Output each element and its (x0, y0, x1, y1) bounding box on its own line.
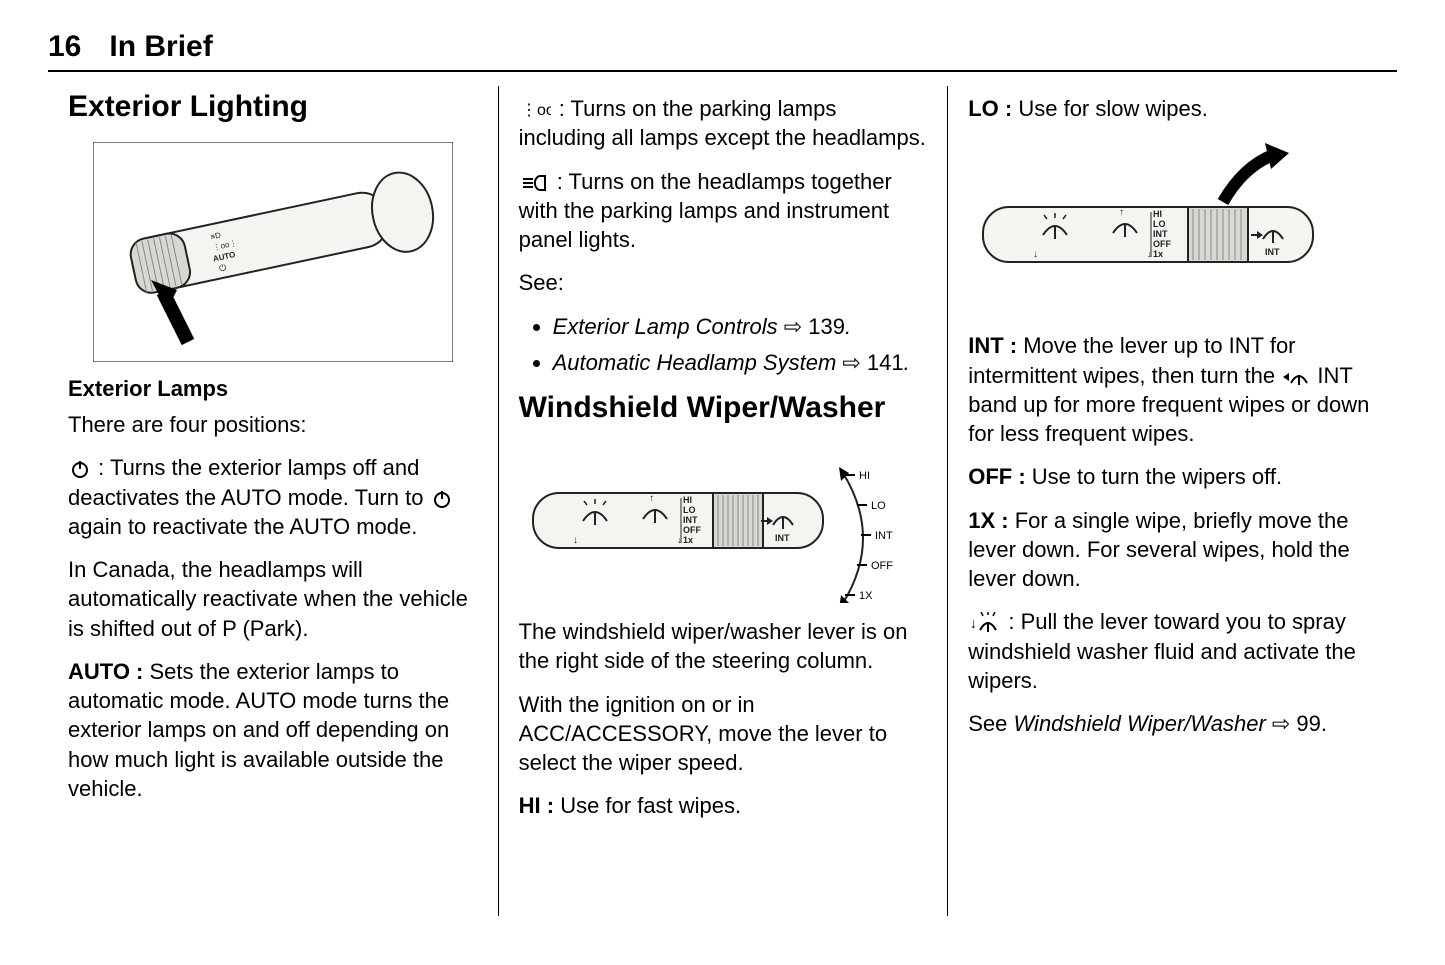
svg-text:↓: ↓ (1033, 249, 1038, 260)
svg-text:⋮oo⋮: ⋮oo⋮ (521, 102, 551, 119)
headlamp-text: : Turns on the headlamps together with t… (519, 167, 928, 255)
column-2: ⋮oo⋮ : Turns on the parking lamps includ… (498, 86, 948, 916)
svg-text:OFF: OFF (1153, 239, 1171, 249)
content-columns: Exterior Lighting (48, 86, 1397, 916)
wiper-lever-figure-full: ↓ ↑ HI LO INT OFF 1x ↓ (519, 443, 928, 603)
int-label: INT : (968, 333, 1017, 358)
column-1: Exterior Lighting (48, 86, 498, 916)
lo-text: LO : Use for slow wipes. (968, 94, 1377, 123)
svg-text:HI: HI (1153, 209, 1162, 219)
off-position-text: : Turns the exterior lamps off and deact… (68, 453, 478, 541)
off-wiper-text: OFF : Use to turn the wipers off. (968, 462, 1377, 491)
svg-text:↓: ↓ (970, 615, 977, 631)
page-number: 16 (48, 30, 81, 64)
svg-text:1X: 1X (859, 590, 873, 602)
positions-intro: There are four positions: (68, 410, 478, 439)
svg-text:HI: HI (859, 470, 870, 482)
svg-text:INT: INT (683, 515, 698, 525)
power-icon (70, 459, 90, 479)
exterior-lighting-heading: Exterior Lighting (68, 90, 478, 124)
svg-text:↓: ↓ (573, 535, 578, 546)
headlamp-icon (521, 173, 549, 193)
svg-text:INT: INT (775, 533, 790, 543)
hi-text: HI : Use for fast wipes. (519, 791, 928, 820)
wiper-lever-full-icon: ↓ ↑ HI LO INT OFF 1x ↓ (523, 443, 923, 603)
auto-mode-text: AUTO : Sets the exterior lamps to automa… (68, 657, 478, 803)
canada-note: In Canada, the headlamps will automatica… (68, 555, 478, 643)
lo-label: LO : (968, 96, 1012, 121)
svg-text:HI: HI (683, 495, 692, 505)
svg-text:1x: 1x (1153, 249, 1163, 259)
wiper-washer-heading: Windshield Wiper/Washer (519, 391, 928, 425)
hi-label: HI : (519, 793, 554, 818)
power-icon (432, 489, 452, 509)
exterior-lamp-stalk-icon: ≡D ⋮oo⋮ AUTO ⏻ (93, 142, 453, 362)
wiper-lever-int-icon: ↓ ↑ HI LO INT OFF 1x ↓ (973, 137, 1373, 317)
see-wiper-ref: See Windshield Wiper/Washer ⇨ 99. (968, 709, 1377, 738)
column-3: LO : Use for slow wipes. ↓ (947, 86, 1397, 916)
washer-spray-text: ↓ : Pull the lever toward you to spray w… (968, 607, 1377, 695)
parking-lamp-icon: ⋮oo⋮ (521, 100, 551, 120)
svg-text:INT: INT (1265, 247, 1280, 257)
onex-label: 1X : (968, 508, 1008, 533)
svg-text:OFF: OFF (871, 560, 893, 572)
header-section-title: In Brief (109, 30, 212, 64)
see-item-exterior-lamp: Exterior Lamp Controls ⇨ 139. (553, 312, 928, 343)
svg-text:OFF: OFF (683, 525, 701, 535)
onex-text: 1X : For a single wipe, briefly move the… (968, 506, 1377, 594)
parking-lamp-text: ⋮oo⋮ : Turns on the parking lamps includ… (519, 94, 928, 153)
wiper-lever-figure-int: ↓ ↑ HI LO INT OFF 1x ↓ (968, 137, 1377, 317)
int-text: INT : Move the lever up to INT for inter… (968, 331, 1377, 448)
wiper-int-band-icon (1283, 367, 1309, 387)
manual-page: 16 In Brief Exterior Lighting (0, 0, 1445, 965)
svg-text:INT: INT (875, 530, 893, 542)
exterior-lamp-stalk-figure: ≡D ⋮oo⋮ AUTO ⏻ (68, 142, 478, 362)
washer-spray-icon: ↓ (970, 612, 1000, 634)
exterior-lamps-subheading: Exterior Lamps (68, 376, 478, 402)
svg-text:↑: ↑ (649, 493, 654, 504)
wiper-body: With the ignition on or in ACC/ACCESSORY… (519, 690, 928, 778)
svg-text:LO: LO (683, 505, 696, 515)
auto-label: AUTO : (68, 659, 143, 684)
svg-text:1x: 1x (683, 535, 693, 545)
svg-text:LO: LO (871, 500, 886, 512)
svg-text:↑: ↑ (1119, 207, 1124, 218)
svg-text:LO: LO (1153, 219, 1166, 229)
see-label: See: (519, 268, 928, 297)
see-item-auto-headlamp: Automatic Headlamp System ⇨ 141. (553, 348, 928, 379)
see-list: Exterior Lamp Controls ⇨ 139. Automatic … (519, 312, 928, 380)
page-header: 16 In Brief (48, 30, 1397, 72)
off-wiper-label: OFF : (968, 464, 1025, 489)
wiper-intro: The windshield wiper/washer lever is on … (519, 617, 928, 676)
svg-text:INT: INT (1153, 229, 1168, 239)
